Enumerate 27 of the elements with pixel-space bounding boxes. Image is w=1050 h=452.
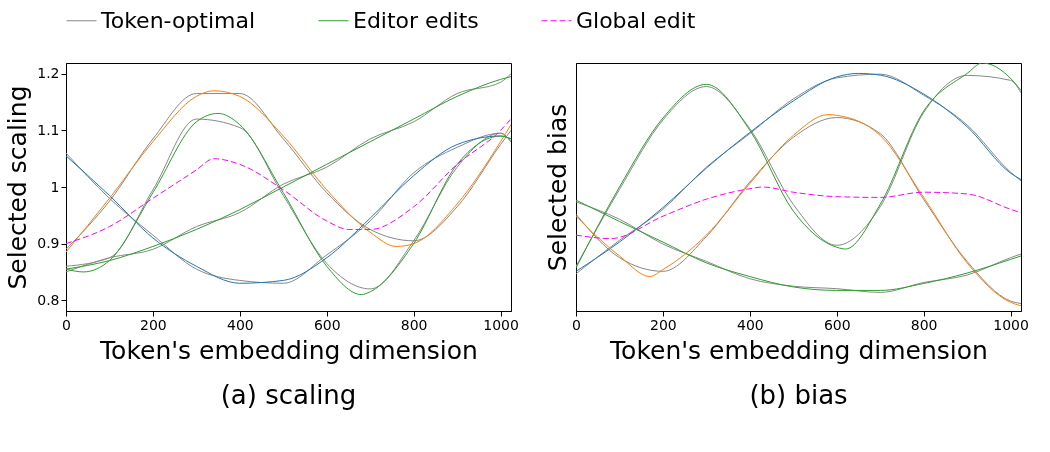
x-tick-label: 400 bbox=[736, 316, 764, 333]
text: (a) scaling bbox=[220, 380, 357, 410]
x-tick-label: 600 bbox=[313, 316, 341, 333]
x-tick-label: 1000 bbox=[993, 316, 1029, 333]
y-tick-label: 1.2 bbox=[37, 65, 60, 82]
x-tick-label: 200 bbox=[650, 316, 677, 333]
text: (b) bias bbox=[749, 380, 848, 410]
legend-label: Editor edits bbox=[353, 7, 479, 33]
y-axis-title: Selected bias bbox=[542, 103, 572, 272]
legend-label: Token-optimal bbox=[100, 7, 256, 33]
y-tick-label: 0.8 bbox=[37, 291, 60, 308]
x-tick-label: 0 bbox=[572, 316, 581, 333]
x-tick-label: 200 bbox=[140, 316, 167, 333]
y-tick-label: 1 bbox=[50, 178, 60, 195]
x-tick-label: 1000 bbox=[483, 316, 519, 333]
x-tick-label: 800 bbox=[910, 316, 938, 333]
y-tick-label: 0.9 bbox=[37, 235, 60, 252]
x-tick-label: 600 bbox=[823, 316, 851, 333]
legend-label: Global edit bbox=[576, 7, 696, 33]
x-tick-label: 800 bbox=[400, 316, 428, 333]
y-axis-title: Selected scaling bbox=[3, 85, 33, 290]
y-tick-label: 1.1 bbox=[37, 121, 60, 138]
x-tick-label: 0 bbox=[62, 316, 71, 333]
x-tick-label: 400 bbox=[226, 316, 254, 333]
x-axis-title: Token's embedding dimension bbox=[99, 335, 478, 365]
line-series bbox=[66, 118, 511, 245]
x-axis-title: Token's embedding dimension bbox=[609, 335, 988, 365]
